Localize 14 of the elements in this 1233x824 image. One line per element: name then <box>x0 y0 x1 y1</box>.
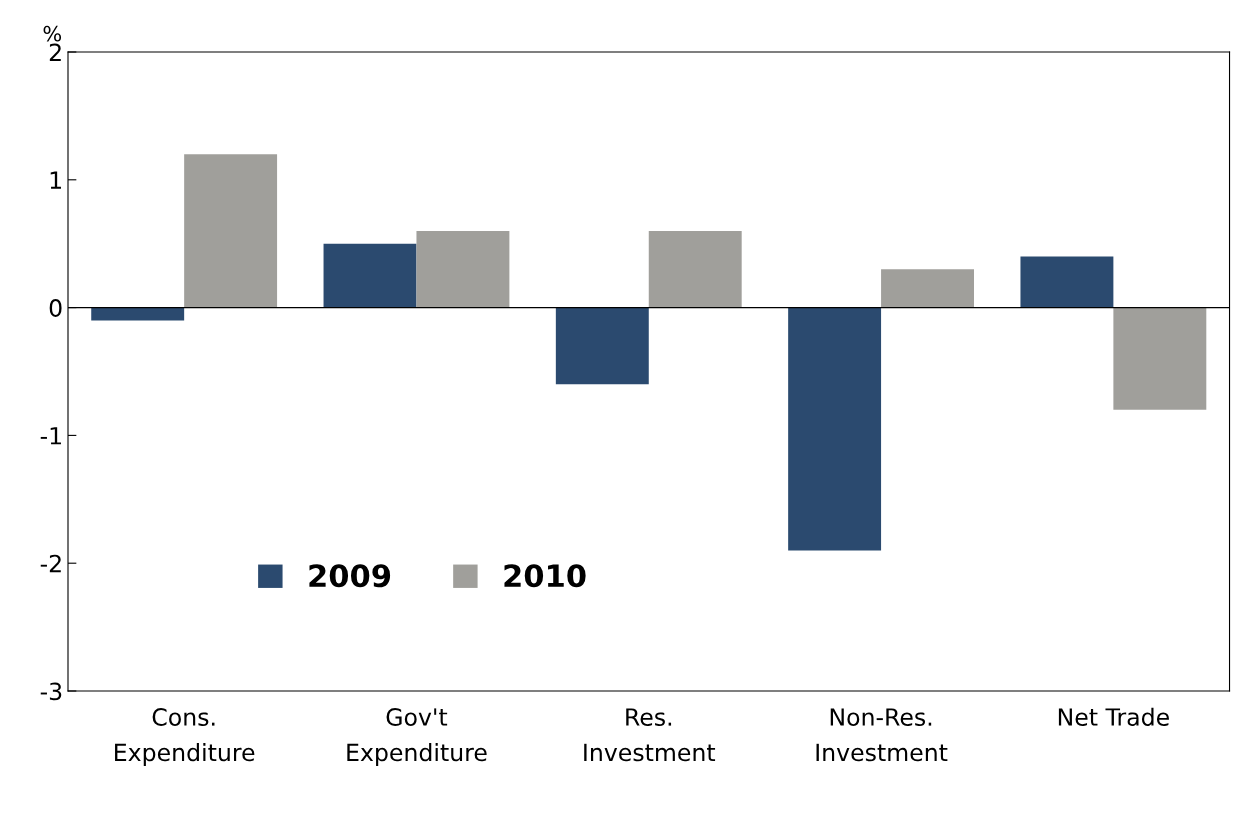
y-tick-label: 1 <box>50 171 61 189</box>
y-tick-label: -3 <box>40 682 62 701</box>
legend-label: 2010 <box>504 564 586 588</box>
y-tick-label: -2 <box>40 554 61 573</box>
y-tick-label: 0 <box>49 299 62 317</box>
x-tick-label: Gov't Expenditure <box>347 708 487 766</box>
x-tick-label: Cons. Expenditure <box>115 708 255 766</box>
x-tick-label: Non-Res. Investment <box>816 708 948 762</box>
y-tick-label: 2 <box>49 43 61 61</box>
x-tick-label: Res. Investment <box>584 708 716 762</box>
legend-label: 2009 <box>309 564 391 588</box>
x-tick-label: Net Trade <box>1058 707 1169 726</box>
y-tick-label: -1 <box>40 427 61 445</box>
y-axis-title: % <box>43 25 62 42</box>
